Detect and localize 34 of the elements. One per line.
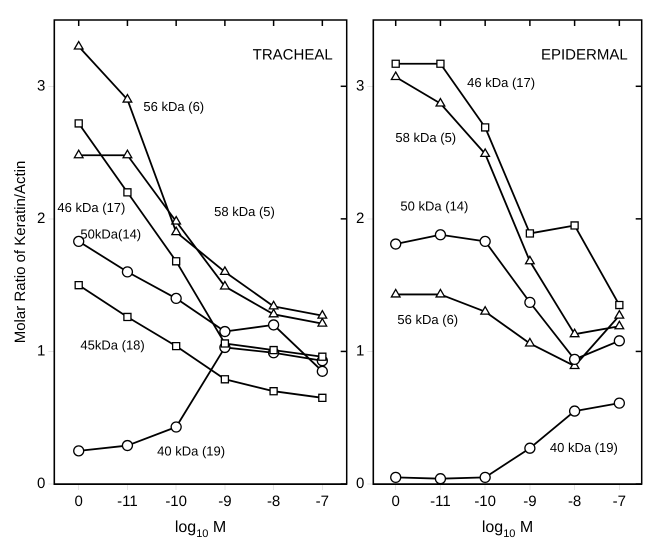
series-label: 50 kDa (14) (400, 198, 468, 214)
y-tick-label: 2 (37, 210, 46, 227)
y-tick-label: 3 (356, 77, 364, 94)
x-tick-label: -10 (165, 493, 187, 510)
series-label: 40 kDa (19) (550, 440, 618, 455)
y-tick-label: 2 (356, 210, 364, 227)
y-tick-label: 1 (356, 342, 364, 360)
text: EPIDERMAL (540, 46, 628, 64)
x-tick-label: -11 (117, 493, 138, 510)
x-tick-label: -9 (523, 493, 537, 510)
y-tick-label: 0 (356, 475, 364, 492)
x-tick-label: -8 (568, 493, 582, 510)
x-tick-label: -7 (316, 493, 330, 510)
series-label: 58 kDa (5) (395, 130, 456, 146)
series-label: 46 kDa (17) (57, 200, 126, 215)
x-tick-label: 0 (392, 493, 400, 510)
series-label: 56 kDa (6) (143, 99, 204, 114)
x-tick-label: -8 (266, 493, 280, 510)
y-tick-label: 3 (37, 77, 46, 94)
y-tick-label: 0 (37, 475, 46, 492)
series-label: 46 kDa (17) (467, 74, 536, 90)
x-tick-label: -11 (430, 493, 451, 510)
x-tick-label: -9 (218, 493, 232, 510)
series-label: 56 kDa (6) (397, 312, 458, 327)
text: 58 kDa (5) (214, 204, 275, 220)
y-tick-label: 1 (37, 342, 46, 360)
series-label: 45kDa (18) (80, 338, 145, 353)
series-label: 50kDa(14) (80, 226, 142, 242)
series-label: 40 kDa (19) (157, 444, 226, 459)
y-axis-title: Molar Ratio of Keratin/Actin (12, 160, 30, 344)
x-tick-label: 0 (74, 493, 83, 510)
x-tick-label: -7 (612, 493, 626, 510)
text: TRACHEAL (252, 46, 333, 64)
x-tick-label: -10 (474, 493, 496, 510)
